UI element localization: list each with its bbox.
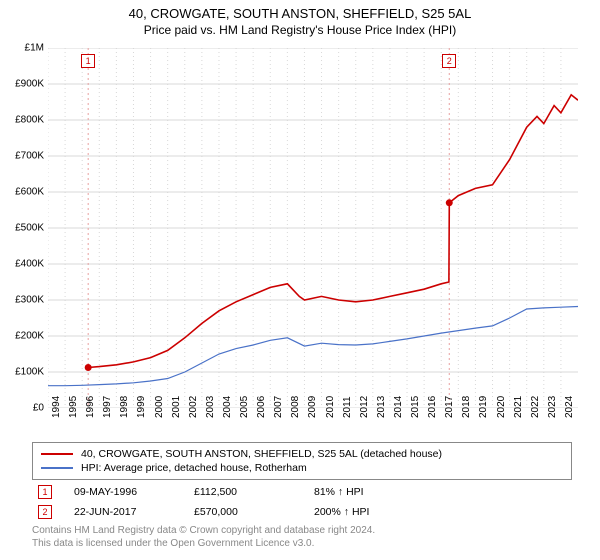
x-tick-label: 2023	[547, 396, 558, 418]
x-tick-label: 2009	[307, 396, 318, 418]
x-tick-label: 1995	[68, 396, 79, 418]
x-tick-label: 2005	[239, 396, 250, 418]
x-tick-label: 2006	[256, 396, 267, 418]
x-tick-label: 2000	[154, 396, 165, 418]
legend-row-hpi: HPI: Average price, detached house, Roth…	[41, 461, 563, 475]
y-tick-label: £400K	[15, 259, 44, 270]
chart-title-address: 40, CROWGATE, SOUTH ANSTON, SHEFFIELD, S…	[0, 6, 600, 21]
x-tick-label: 2015	[410, 396, 421, 418]
sale-marker-badge-1: 1	[81, 54, 95, 68]
attribution-text: Contains HM Land Registry data © Crown c…	[32, 524, 375, 550]
sales-pct-2: 200% ↑ HPI	[314, 506, 434, 518]
sales-pct-1: 81% ↑ HPI	[314, 486, 434, 498]
y-tick-label: £500K	[15, 223, 44, 234]
y-tick-label: £0	[33, 403, 44, 414]
legend-swatch-property	[41, 453, 73, 455]
x-tick-label: 2016	[427, 396, 438, 418]
y-tick-label: £600K	[15, 187, 44, 198]
x-tick-label: 2012	[359, 396, 370, 418]
attribution-line1: Contains HM Land Registry data © Crown c…	[32, 524, 375, 537]
chart-area: £0£100K£200K£300K£400K£500K£600K£700K£80…	[48, 48, 578, 408]
y-tick-label: £700K	[15, 151, 44, 162]
sales-table: 1 09-MAY-1996 £112,500 81% ↑ HPI 2 22-JU…	[32, 482, 572, 522]
x-tick-label: 2018	[461, 396, 472, 418]
x-tick-label: 2017	[444, 396, 455, 418]
x-tick-label: 2024	[564, 396, 575, 418]
x-tick-label: 1996	[85, 396, 96, 418]
sales-marker-1: 1	[38, 485, 52, 499]
sales-price-1: £112,500	[194, 486, 314, 498]
legend-row-property: 40, CROWGATE, SOUTH ANSTON, SHEFFIELD, S…	[41, 447, 563, 461]
x-tick-label: 1997	[102, 396, 113, 418]
y-tick-label: £1M	[25, 43, 44, 54]
x-tick-label: 2011	[342, 396, 353, 418]
sales-date-1: 09-MAY-1996	[74, 486, 194, 498]
sales-price-2: £570,000	[194, 506, 314, 518]
x-tick-label: 2013	[376, 396, 387, 418]
x-tick-label: 2014	[393, 396, 404, 418]
y-tick-label: £100K	[15, 367, 44, 378]
x-tick-label: 2004	[222, 396, 233, 418]
x-tick-label: 2010	[325, 396, 336, 418]
chart-container: 40, CROWGATE, SOUTH ANSTON, SHEFFIELD, S…	[0, 0, 600, 560]
chart-svg	[48, 48, 578, 408]
x-tick-label: 2022	[530, 396, 541, 418]
legend-label-property: 40, CROWGATE, SOUTH ANSTON, SHEFFIELD, S…	[81, 448, 442, 460]
sales-row-1: 1 09-MAY-1996 £112,500 81% ↑ HPI	[32, 482, 572, 502]
sales-marker-2: 2	[38, 505, 52, 519]
x-tick-label: 2003	[205, 396, 216, 418]
y-tick-label: £200K	[15, 331, 44, 342]
chart-subtitle: Price paid vs. HM Land Registry's House …	[0, 23, 600, 37]
y-tick-label: £300K	[15, 295, 44, 306]
x-tick-label: 1998	[119, 396, 130, 418]
attribution-line2: This data is licensed under the Open Gov…	[32, 537, 375, 550]
y-tick-label: £800K	[15, 115, 44, 126]
x-tick-label: 2020	[496, 396, 507, 418]
sales-row-2: 2 22-JUN-2017 £570,000 200% ↑ HPI	[32, 502, 572, 522]
x-tick-label: 1999	[136, 396, 147, 418]
x-tick-label: 2002	[188, 396, 199, 418]
title-block: 40, CROWGATE, SOUTH ANSTON, SHEFFIELD, S…	[0, 0, 600, 37]
sales-date-2: 22-JUN-2017	[74, 506, 194, 518]
legend-swatch-hpi	[41, 467, 73, 469]
y-tick-label: £900K	[15, 79, 44, 90]
sale-marker-badge-2: 2	[442, 54, 456, 68]
x-tick-label: 1994	[51, 396, 62, 418]
x-tick-label: 2001	[171, 396, 182, 418]
x-tick-label: 2021	[513, 396, 524, 418]
legend-label-hpi: HPI: Average price, detached house, Roth…	[81, 462, 307, 474]
x-tick-label: 2007	[273, 396, 284, 418]
x-tick-label: 2008	[290, 396, 301, 418]
x-tick-label: 2019	[478, 396, 489, 418]
legend-box: 40, CROWGATE, SOUTH ANSTON, SHEFFIELD, S…	[32, 442, 572, 480]
